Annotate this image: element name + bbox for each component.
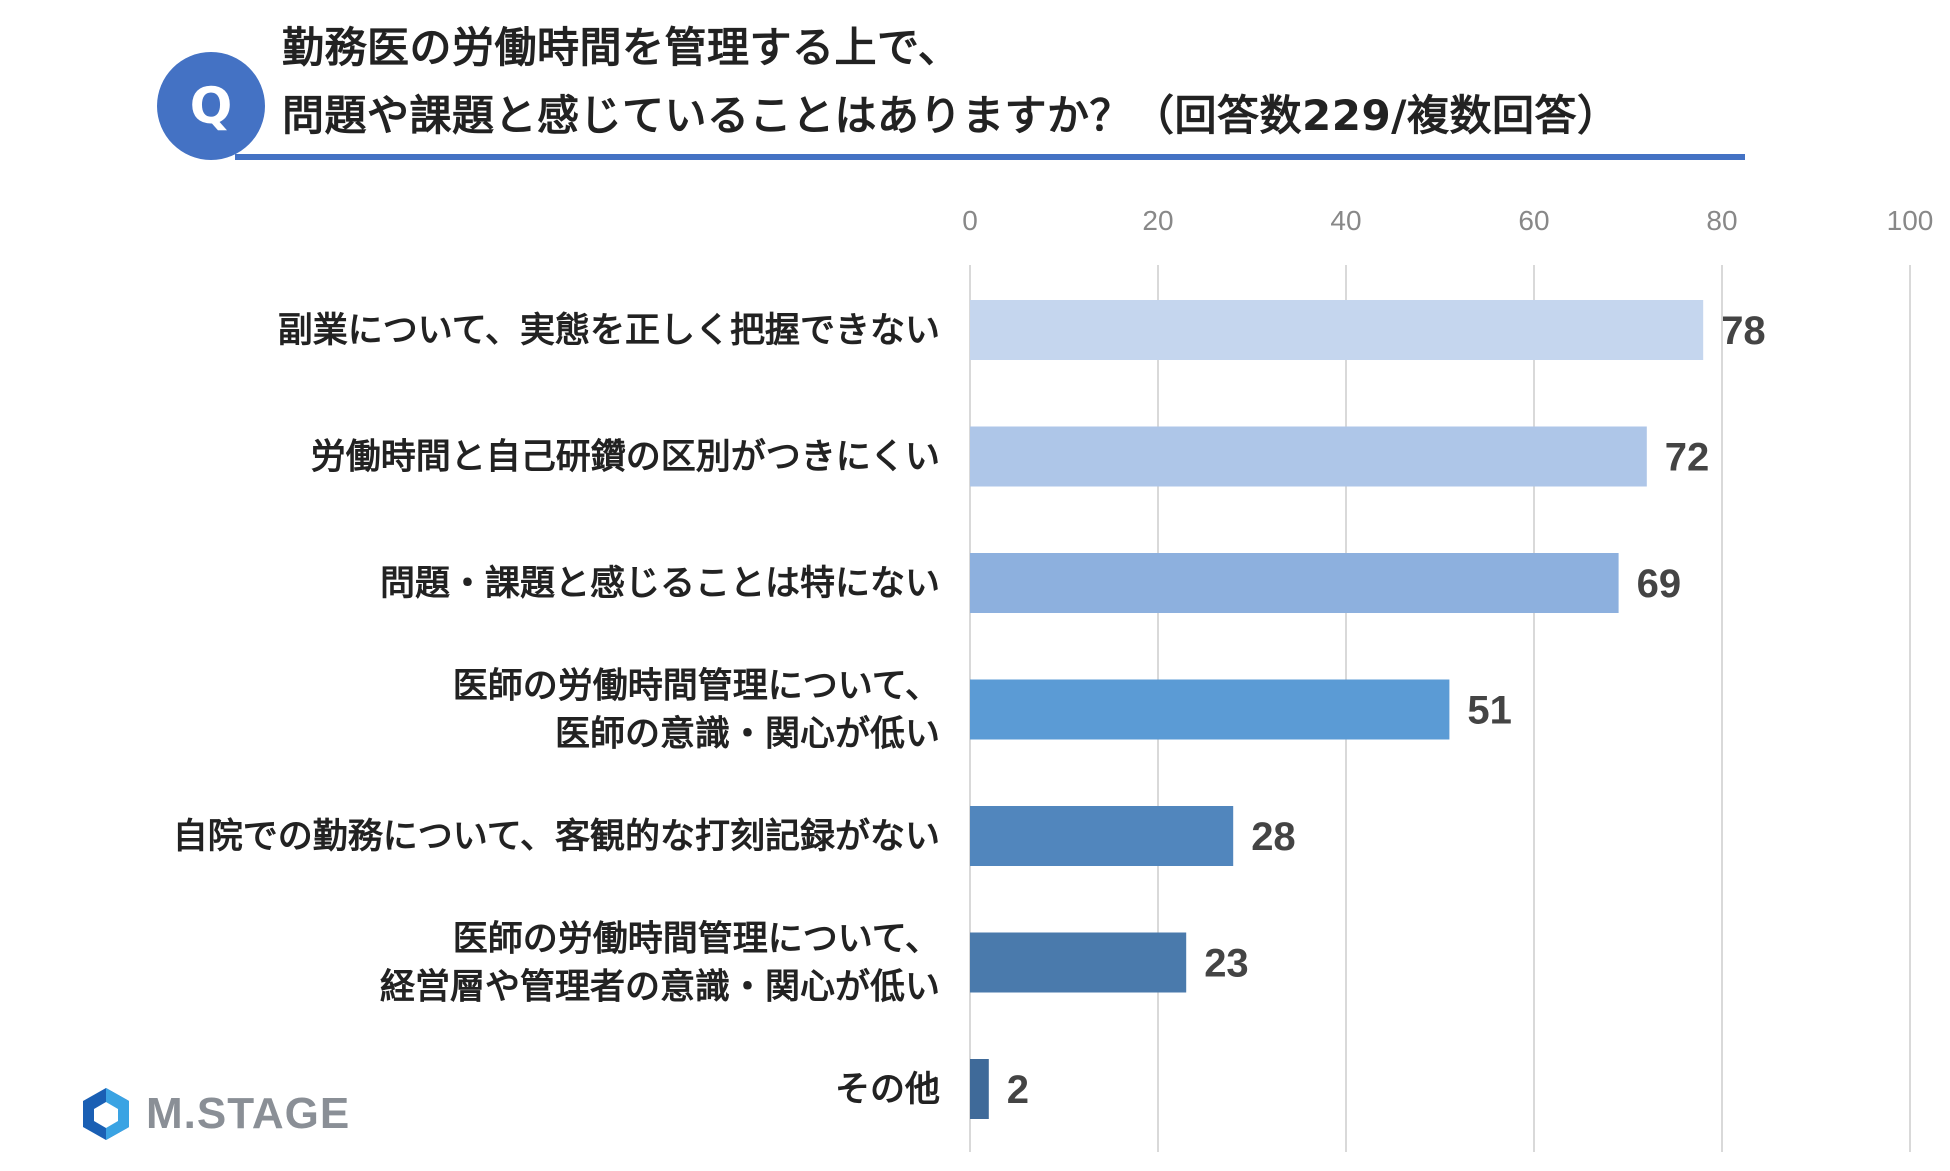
category-label: 問題・課題と感じることは特にない: [380, 564, 940, 604]
bar-value-label: 69: [1637, 562, 1682, 606]
category-label: 労働時間と自己研鑽の区別がつきにくい: [311, 437, 940, 478]
hexagon-logo-icon: [83, 1088, 129, 1140]
bar-value-label: 51: [1467, 689, 1512, 733]
category-label: 経営層や管理者の意識・関心が低い: [380, 968, 940, 1008]
category-label: 副業について、実態を正しく把握できない: [278, 311, 940, 351]
bar-value-label: 2: [1007, 1068, 1029, 1112]
question-header: Q 勤務医の労働時間を管理する上で、 問題や課題と感じていることはありますか？（…: [0, 0, 1950, 170]
bar: [970, 679, 1450, 740]
bar-value-label: 72: [1665, 436, 1710, 480]
x-tick-label: 40: [1330, 205, 1361, 236]
x-tick-label: 80: [1706, 205, 1737, 236]
question-badge: Q: [157, 52, 265, 160]
bar: [970, 300, 1704, 360]
x-tick-label: 100: [1887, 205, 1934, 236]
bar: [970, 1059, 989, 1119]
bar: [970, 553, 1619, 613]
category-labels: 副業について、実態を正しく把握できない労働時間と自己研鑽の区別がつきにくい問題・…: [173, 311, 940, 1110]
bar: [970, 426, 1647, 487]
x-tick-label: 20: [1142, 205, 1173, 236]
category-label: 医師の意識・関心が低い: [555, 715, 940, 755]
category-label: 医師の労働時間管理について、: [453, 667, 940, 707]
question-title-line-2: 問題や課題と感じていることはありますか？（回答数229/複数回答）: [282, 91, 1620, 140]
bar-value-label: 78: [1721, 309, 1766, 353]
axis-tick-labels: 0 20 40 60 80 100: [962, 205, 1933, 236]
x-tick-label: 60: [1518, 205, 1549, 236]
x-tick-label: 0: [962, 205, 978, 236]
category-label: その他: [835, 1070, 940, 1110]
bars: [970, 300, 1704, 1119]
question-title-line-1: 勤務医の労働時間を管理する上で、: [282, 23, 961, 72]
value-labels: 78 72 69 51 28 23 2: [1007, 309, 1766, 1112]
mstage-logo: M.STAGE: [78, 1086, 350, 1142]
category-label: 自院での勤務について、客観的な打刻記録がない: [173, 816, 940, 857]
bar: [970, 806, 1234, 866]
logo-text: M.STAGE: [146, 1089, 351, 1138]
bar-value-label: 23: [1204, 942, 1249, 986]
bar-value-label: 28: [1251, 815, 1296, 859]
bar: [970, 932, 1187, 993]
title-underline: [235, 154, 1745, 160]
category-label: 医師の労働時間管理について、: [453, 920, 940, 960]
